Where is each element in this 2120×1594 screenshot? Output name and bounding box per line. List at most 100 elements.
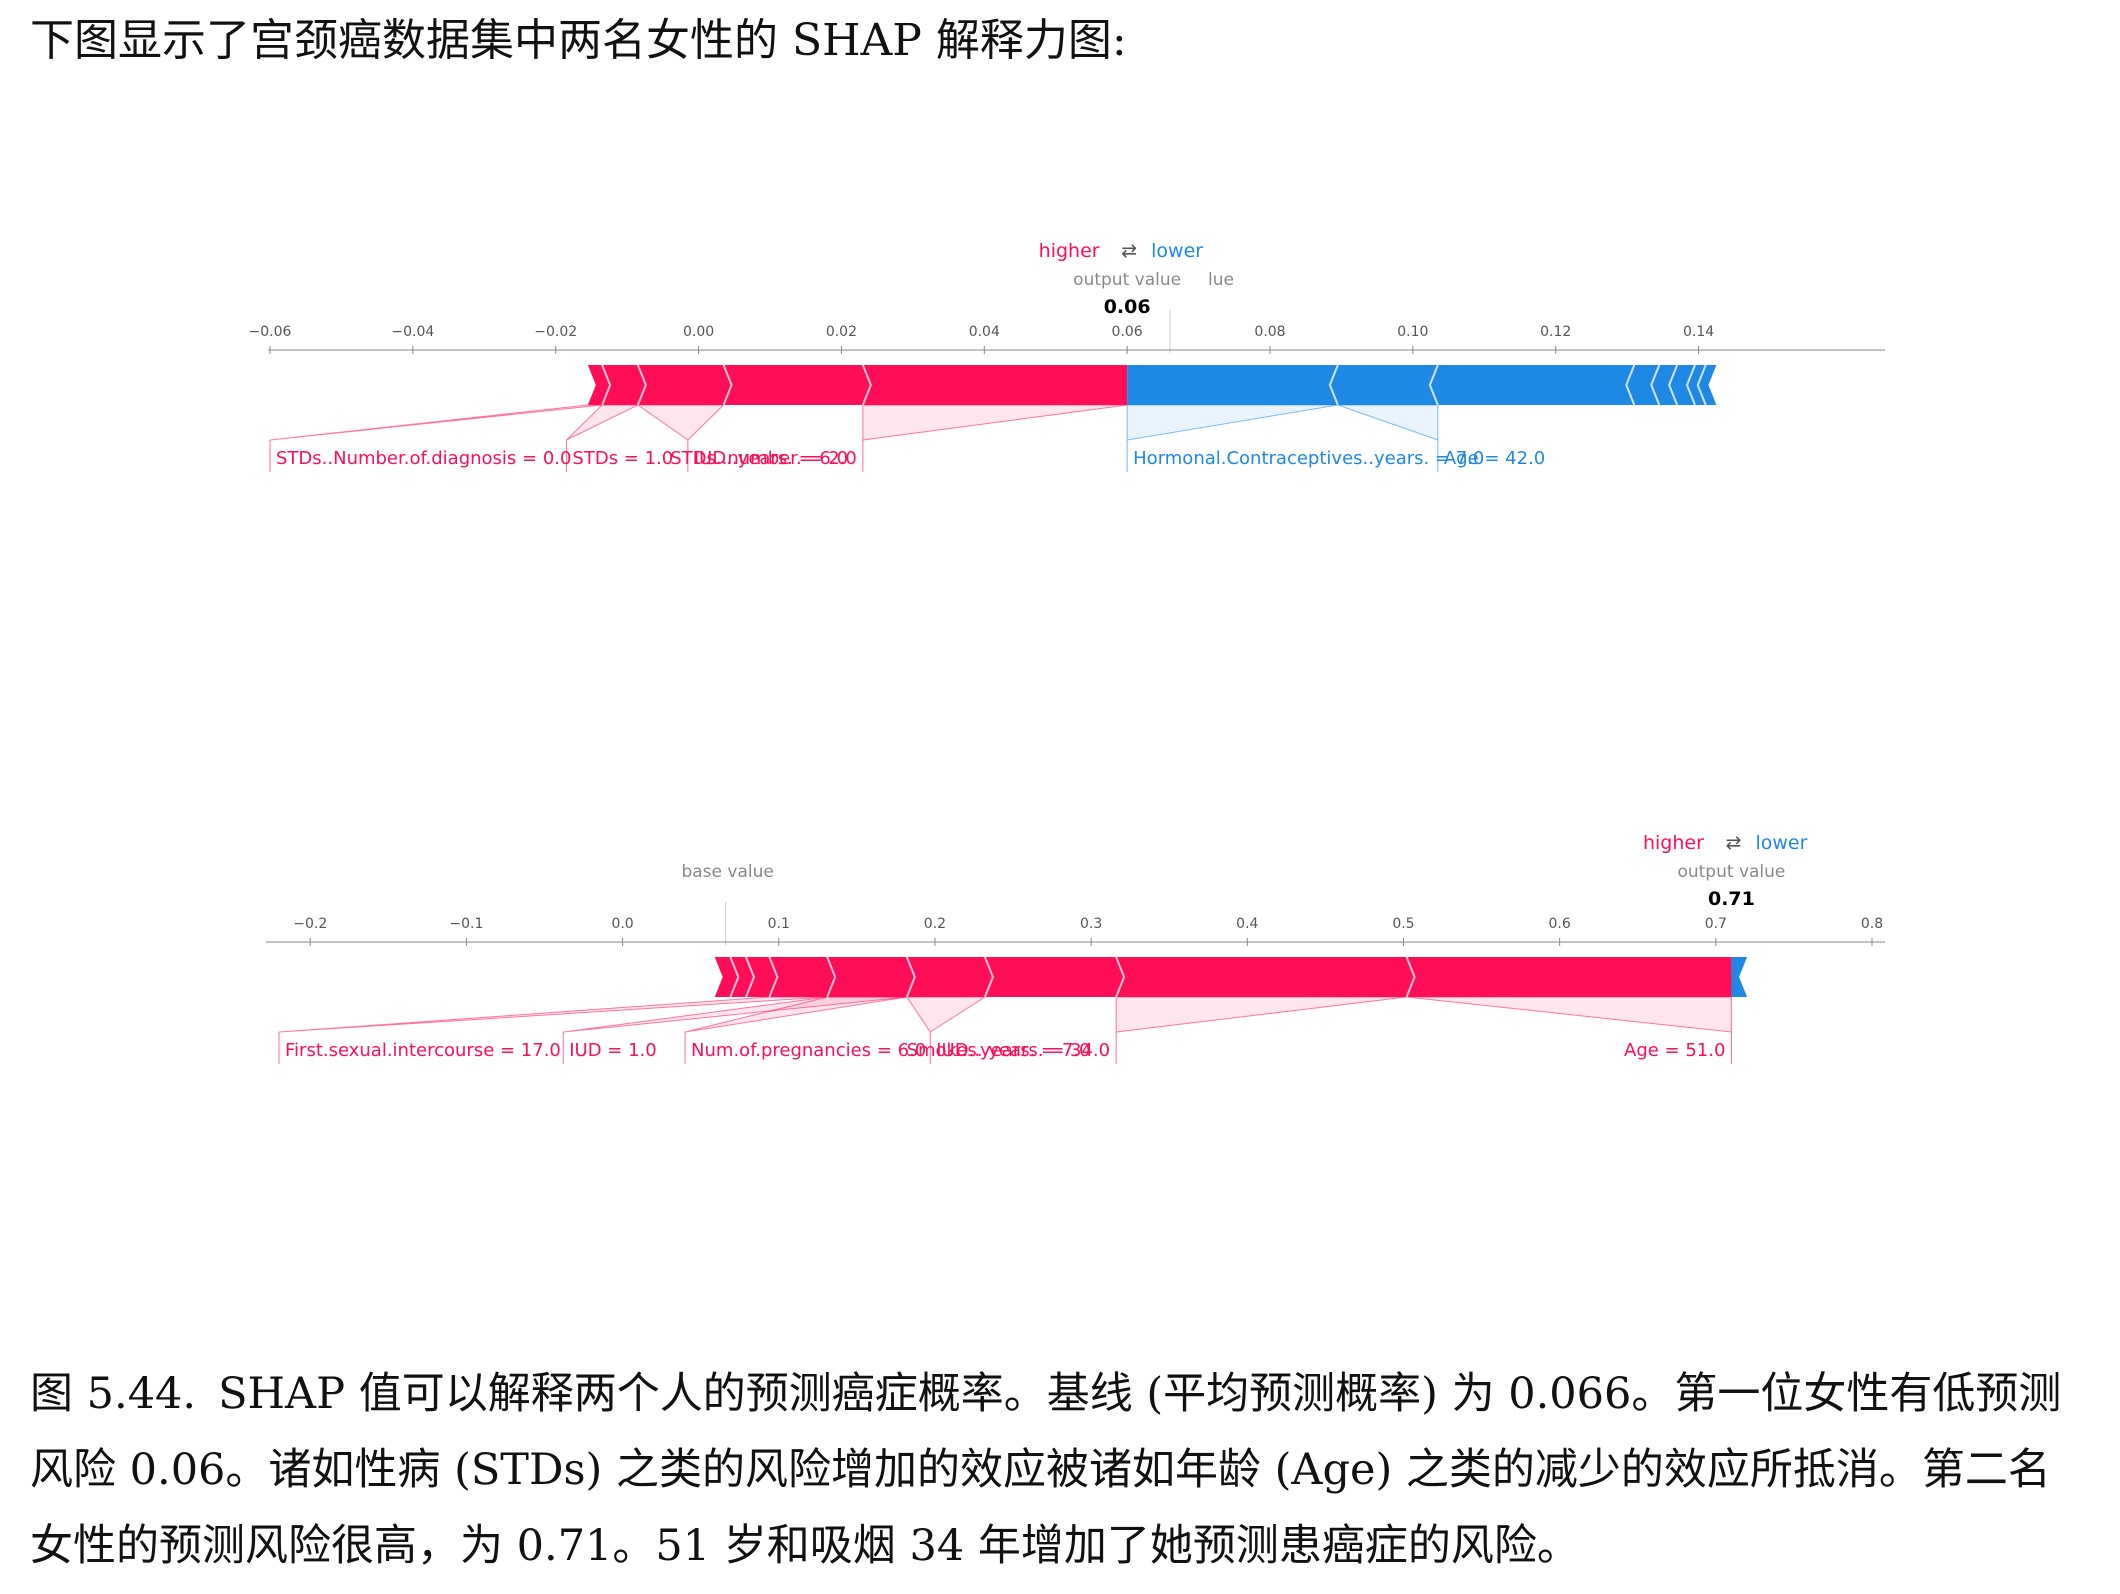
output-value: 0.71 bbox=[1708, 888, 1755, 910]
segment-separator bbox=[636, 364, 647, 406]
x-tick-label: −0.06 bbox=[249, 324, 292, 340]
segment-separator bbox=[826, 956, 837, 998]
segment-separator bbox=[745, 956, 756, 998]
segment-separator bbox=[601, 364, 612, 406]
negative-shap-segment bbox=[1651, 365, 1678, 405]
label-connector bbox=[862, 404, 1128, 441]
caption-text: SHAP 值可以解释两个人的预测癌症概率。基线 (平均预测概率) 为 0.066… bbox=[30, 1369, 2062, 1571]
feature-label: Num.of.pregnancies = 6.0 bbox=[691, 1040, 926, 1061]
x-tick-label: 0.02 bbox=[826, 324, 857, 340]
legend-arrow-icon: ⇄ bbox=[1725, 832, 1741, 854]
negative-shap-segment bbox=[1626, 365, 1660, 405]
segment-separator bbox=[1405, 956, 1416, 998]
x-tick-label: 0.3 bbox=[1080, 916, 1102, 932]
legend-lower: lower bbox=[1755, 832, 1807, 854]
x-tick-label: 0.1 bbox=[768, 916, 790, 932]
x-tick-label: 0.8 bbox=[1861, 916, 1883, 932]
x-tick-label: 0.08 bbox=[1254, 324, 1285, 340]
positive-shap-segment bbox=[587, 365, 611, 405]
label-connector bbox=[1406, 996, 1732, 1033]
positive-shap-segment bbox=[602, 365, 646, 405]
figure-number: 图 5.44. bbox=[30, 1369, 197, 1419]
force-plot-2: higher ⇄ lower output value 0.71 base value −0… bbox=[266, 832, 1885, 1064]
output-value: 0.06 bbox=[1104, 296, 1151, 318]
legend-higher: higher bbox=[1643, 832, 1704, 854]
label-connector bbox=[1126, 404, 1338, 441]
x-tick-label: 0.12 bbox=[1540, 324, 1571, 340]
feature-label: IUD..years. = 6.0 bbox=[694, 448, 848, 469]
feature-label: First.sexual.intercourse = 17.0 bbox=[285, 1040, 561, 1061]
legend-higher: higher bbox=[1039, 240, 1100, 262]
segment-separator bbox=[1428, 364, 1439, 406]
x-tick-label: 0.5 bbox=[1392, 916, 1414, 932]
positive-shap-segment bbox=[723, 365, 871, 405]
positive-shap-segment bbox=[862, 365, 1128, 405]
segment-separator bbox=[1115, 956, 1126, 998]
label-connector bbox=[278, 996, 828, 1033]
x-tick-label: −0.04 bbox=[391, 324, 434, 340]
positive-shap-segment bbox=[906, 957, 993, 997]
x-tick-label: −0.02 bbox=[534, 324, 577, 340]
feature-label: IUD = 1.0 bbox=[569, 1040, 657, 1061]
feature-label: Age = 51.0 bbox=[1624, 1040, 1725, 1061]
segment-separator bbox=[729, 956, 740, 998]
output-value-label: output value bbox=[1677, 862, 1785, 882]
label-connector bbox=[1337, 404, 1439, 441]
feature-label: STDs..Number.of.diagnosis = 0.0 bbox=[276, 448, 571, 469]
x-tick-label: 0.00 bbox=[683, 324, 714, 340]
segment-separator bbox=[1650, 364, 1661, 406]
label-connector bbox=[636, 404, 725, 441]
legend-arrow-icon: ⇄ bbox=[1121, 240, 1137, 262]
segment-separator bbox=[768, 956, 779, 998]
negative-shap-segment bbox=[1429, 365, 1635, 405]
negative-shap-segment bbox=[1731, 957, 1748, 997]
positive-shap-segment bbox=[827, 957, 915, 997]
label-connector bbox=[269, 404, 603, 441]
x-tick-label: 0.4 bbox=[1236, 916, 1258, 932]
negative-shap-segment bbox=[1669, 365, 1695, 405]
feature-label: Smokes..years. = 34.0 bbox=[907, 1040, 1111, 1061]
segment-separator bbox=[1696, 364, 1707, 406]
segment-separator bbox=[1625, 364, 1636, 406]
feature-label: STDs = 1.0 bbox=[572, 448, 673, 469]
positive-shap-segment bbox=[984, 957, 1125, 997]
feature-label: Hormonal.Contraceptives..years. = 7.0 bbox=[1133, 448, 1484, 469]
x-tick-label: 0.0 bbox=[611, 916, 633, 932]
segment-separator bbox=[861, 364, 872, 406]
positive-shap-segment bbox=[637, 365, 732, 405]
positive-shap-segment bbox=[1406, 957, 1732, 997]
segment-separator bbox=[722, 364, 733, 406]
segment-separator bbox=[905, 956, 916, 998]
intro-text: 下图显示了宫颈癌数据集中两名女性的 SHAP 解释力图: bbox=[30, 15, 1127, 66]
positive-shap-segment bbox=[769, 957, 836, 997]
x-tick-label: 0.2 bbox=[924, 916, 946, 932]
feature-label: Age = 42.0 bbox=[1444, 448, 1545, 469]
feature-label: IUD..years. = 7.0 bbox=[936, 1040, 1090, 1061]
segment-separator bbox=[1328, 364, 1339, 406]
output-value-label: output value bbox=[1073, 270, 1181, 290]
x-tick-label: 0.04 bbox=[969, 324, 1000, 340]
positive-shap-segment bbox=[730, 957, 754, 997]
negative-shap-segment bbox=[1329, 365, 1438, 405]
negative-shap-segment bbox=[1127, 365, 1338, 405]
x-tick-label: 0.7 bbox=[1705, 916, 1727, 932]
force-plot-1: higher ⇄ lower output value 0.06 lue −0.06 −0.0… bbox=[249, 240, 1885, 472]
positive-shap-segment bbox=[1116, 957, 1415, 997]
base-value-label: lue bbox=[1208, 270, 1234, 290]
label-connector bbox=[1115, 996, 1407, 1033]
positive-shap-segment bbox=[745, 957, 778, 997]
x-tick-label: −0.1 bbox=[449, 916, 483, 932]
label-connector bbox=[905, 996, 987, 1033]
x-tick-label: 0.6 bbox=[1549, 916, 1571, 932]
feature-label: STDs..number. = 2.0 bbox=[670, 448, 857, 469]
segment-separator bbox=[1668, 364, 1679, 406]
segment-separator bbox=[1685, 364, 1696, 406]
positive-shap-segment bbox=[714, 957, 739, 997]
x-tick-label: 0.10 bbox=[1397, 324, 1428, 340]
base-value-label: base value bbox=[681, 862, 773, 882]
segment-separator bbox=[983, 956, 994, 998]
x-tick-label: −0.2 bbox=[293, 916, 327, 932]
figure-caption: 图 5.44. SHAP 值可以解释两个人的预测癌症概率。基线 (平均预测概率) … bbox=[30, 1356, 2090, 1584]
x-tick-label: 0.14 bbox=[1683, 324, 1714, 340]
label-connector bbox=[566, 404, 639, 441]
